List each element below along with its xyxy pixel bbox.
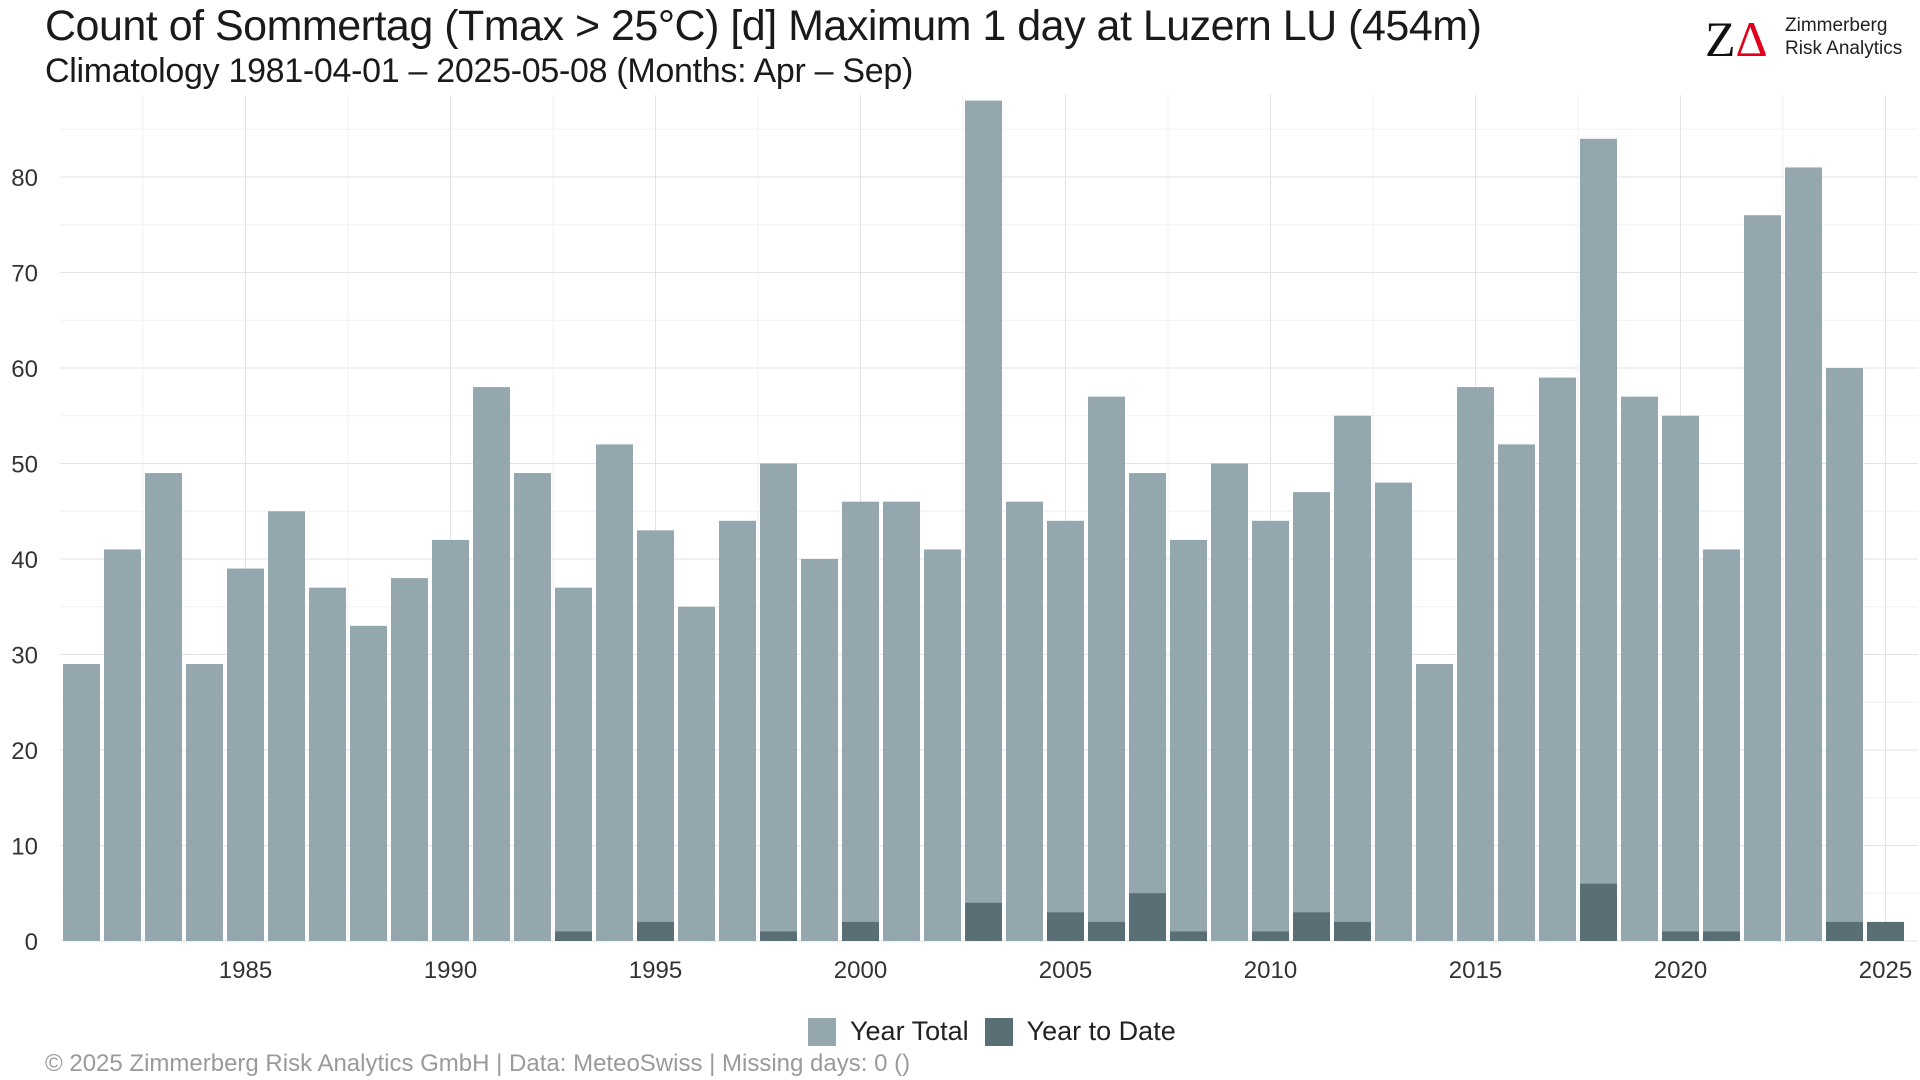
x-tick-label: 1985 [219,957,272,984]
bar-year-to-date-2025 [1867,921,1904,941]
y-tick-label: 70 [11,261,38,288]
za-logo-icon: ZΔ [1705,12,1768,64]
y-tick-label: 40 [11,547,38,574]
bar-year-total-1996 [678,606,715,941]
bar-year-total-2024 [1826,368,1863,941]
y-tick-label: 50 [11,452,38,479]
bar-year-total-2011 [1293,492,1330,941]
chart-subtitle: Climatology 1981-04-01 – 2025-05-08 (Mon… [45,52,914,90]
y-tick-label: 60 [11,356,38,383]
bar-year-to-date-2007 [1129,893,1166,941]
bar-year-total-1990 [432,539,469,941]
bar-year-to-date-1998 [760,931,797,941]
bar-year-total-2006 [1088,396,1125,941]
legend-item-year-to-date: Year to Date [984,1016,1176,1047]
bar-year-total-2020 [1662,415,1699,941]
logo-line1: Zimmerberg [1785,15,1888,36]
bar-year-total-1994 [596,444,633,941]
bar-year-to-date-2011 [1293,912,1330,941]
bar-chart: 0 10 20 30 40 50 60 70 80 1985 1990 1995 2000 2005 20… [11,95,1918,984]
bar-year-to-date-2020 [1662,931,1699,941]
bar-year-total-2008 [1170,539,1207,941]
bar-year-total-2019 [1621,396,1658,941]
bar-year-total-1986 [268,511,305,941]
bar-year-total-2013 [1375,482,1412,941]
bar-year-total-2000 [842,501,879,941]
x-tick-label: 2025 [1859,957,1912,984]
bar-year-total-1999 [801,559,838,941]
bar-year-total-2014 [1416,664,1453,941]
bar-year-total-2023 [1785,167,1822,941]
bar-year-total-2021 [1703,549,1740,941]
logo-mark-text: ZΔ [1705,12,1768,64]
bar-year-to-date-2000 [842,921,879,941]
bar-year-to-date-2006 [1088,921,1125,941]
bar-year-to-date-2021 [1703,931,1740,941]
bar-year-total-1992 [514,473,551,941]
bar-year-total-2001 [883,501,920,941]
legend-label-year-to-date: Year to Date [1026,1016,1176,1046]
bar-year-total-2007 [1129,473,1166,941]
logo-text: Zimmerberg Risk Analytics [1785,14,1902,60]
bar-year-to-date-2012 [1334,921,1371,941]
legend-swatch-year-to-date [984,1017,1013,1046]
bar-year-total-1982 [104,549,141,941]
x-tick-label: 2020 [1654,957,1707,984]
y-tick-label: 30 [11,643,38,670]
bar-year-total-2022 [1744,215,1781,941]
bar-year-to-date-2018 [1580,883,1617,941]
x-tick-label: 2000 [834,957,887,984]
bar-year-to-date-2005 [1047,912,1084,941]
legend-swatch-year-total [808,1017,836,1046]
x-tick-label: 2005 [1039,957,1092,984]
y-tick-label: 10 [11,834,38,861]
bar-year-total-1995 [637,530,674,941]
x-axis: 1985 1990 1995 2000 2005 2010 2015 2020 2025 [219,957,1912,984]
legend-item-year-total: Year Total [808,1016,969,1047]
bar-year-total-2018 [1580,138,1617,942]
bar-year-total-1981 [63,664,100,941]
y-tick-label: 0 [25,929,38,956]
bar-year-to-date-2008 [1170,931,1207,941]
bar-year-total-1989 [391,578,428,941]
bar-year-total-2002 [924,549,961,941]
bar-year-to-date-2024 [1826,921,1863,941]
bars [63,100,1904,942]
bar-year-total-2016 [1498,444,1535,941]
bar-year-total-2005 [1047,520,1084,941]
bar-year-to-date-1993 [555,931,592,941]
footer-credits: © 2025 Zimmerberg Risk Analytics GmbH | … [45,1050,911,1077]
bar-year-total-2004 [1006,501,1043,941]
x-tick-label: 1990 [424,957,477,984]
bar-year-total-1993 [555,587,592,941]
bar-year-total-1988 [350,625,387,941]
y-axis: 0 10 20 30 40 50 60 70 80 [11,165,38,956]
x-tick-label: 2015 [1449,957,1502,984]
y-tick-label: 80 [11,165,38,192]
bar-year-to-date-2010 [1252,931,1289,941]
bar-year-to-date-2003 [965,902,1002,941]
y-tick-label: 20 [11,738,38,765]
x-tick-label: 1995 [629,957,682,984]
bar-year-total-2010 [1252,520,1289,941]
bar-year-to-date-1995 [637,921,674,941]
bar-year-total-1987 [309,587,346,941]
bar-year-total-2015 [1457,387,1494,942]
bar-year-total-2012 [1334,415,1371,941]
x-tick-label: 2010 [1244,957,1297,984]
bar-year-total-2017 [1539,377,1576,941]
bar-year-total-1983 [145,473,182,941]
bar-year-total-2009 [1211,463,1248,941]
company-logo: ZΔ Zimmerberg Risk Analytics [1705,12,1915,64]
bar-year-total-1985 [227,568,264,941]
bar-year-total-2003 [965,100,1002,942]
bar-year-total-1984 [186,664,223,941]
bar-year-total-1998 [760,463,797,941]
chart-title: Count of Sommertag (Tmax > 25°C) [d] Max… [45,2,1482,50]
bar-year-total-1997 [719,520,756,941]
legend-label-year-total: Year Total [850,1016,969,1046]
bar-year-total-1991 [473,387,510,942]
legend: Year Total Year to Date [808,1016,1192,1047]
logo-line2: Risk Analytics [1785,38,1903,59]
